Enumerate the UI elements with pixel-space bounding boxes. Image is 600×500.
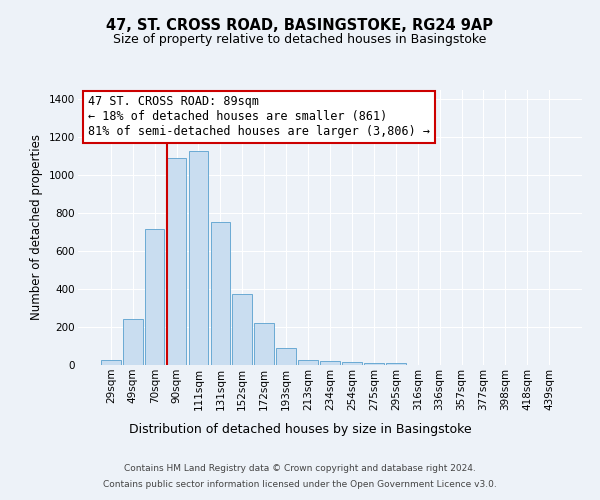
Bar [123,320,143,365]
Text: Distribution of detached houses by size in Basingstoke: Distribution of detached houses by size … [128,422,472,436]
Bar [320,361,340,365]
Bar [211,222,230,365]
Text: Size of property relative to detached houses in Basingstoke: Size of property relative to detached ho… [113,32,487,46]
Bar [342,362,362,365]
Bar [364,362,384,365]
Text: 47 ST. CROSS ROAD: 89sqm
← 18% of detached houses are smaller (861)
81% of semi-: 47 ST. CROSS ROAD: 89sqm ← 18% of detach… [88,96,430,138]
Text: Contains public sector information licensed under the Open Government Licence v3: Contains public sector information licen… [103,480,497,489]
Bar [167,158,187,365]
Text: Contains HM Land Registry data © Crown copyright and database right 2024.: Contains HM Land Registry data © Crown c… [124,464,476,473]
Bar [276,348,296,365]
Y-axis label: Number of detached properties: Number of detached properties [31,134,43,320]
Bar [298,360,318,365]
Bar [145,229,164,365]
Bar [188,150,208,365]
Bar [254,324,274,365]
Bar [101,360,121,365]
Text: 47, ST. CROSS ROAD, BASINGSTOKE, RG24 9AP: 47, ST. CROSS ROAD, BASINGSTOKE, RG24 9A… [107,18,493,32]
Bar [386,364,406,365]
Bar [232,294,252,365]
